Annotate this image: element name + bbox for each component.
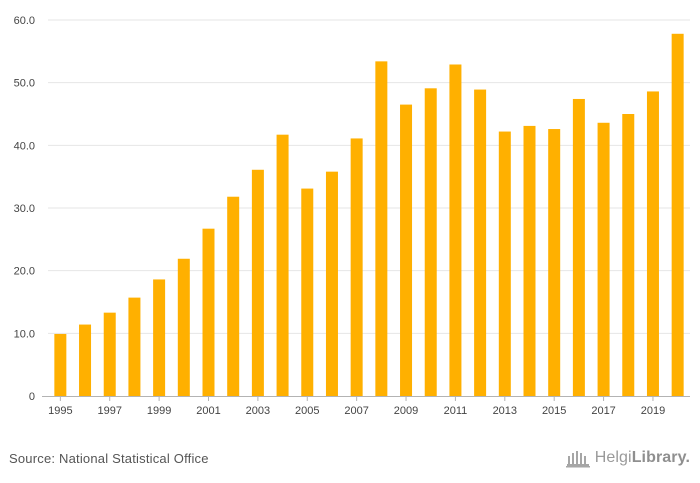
y-tick-label: 30.0 — [14, 203, 35, 215]
bar-2012[interactable] — [474, 89, 487, 396]
bar-2004[interactable] — [276, 134, 289, 396]
library-building-icon — [565, 451, 590, 468]
bar-2017[interactable] — [597, 122, 610, 397]
brand-suffix: Library. — [631, 449, 690, 466]
bar-2006[interactable] — [325, 171, 338, 396]
x-tick-label: 2007 — [344, 405, 368, 417]
y-tick-label: 40.0 — [14, 140, 35, 152]
y-tick-label: 60.0 — [14, 15, 35, 27]
bar-2016[interactable] — [572, 98, 585, 397]
x-tick-label: 2003 — [246, 405, 270, 417]
bar-1995[interactable] — [54, 333, 67, 396]
bar-1996[interactable] — [79, 324, 92, 396]
tick-labels: 0 10.0 20.0 30.0 40.0 50.0 60.0 1995 1997 1999 200… — [14, 15, 666, 417]
x-tick-label: 2017 — [591, 405, 615, 417]
source-note: Source: National Statistical Office — [9, 451, 209, 466]
x-tick-label: 2013 — [493, 405, 517, 417]
bar-2009[interactable] — [400, 104, 413, 396]
bar-2013[interactable] — [498, 131, 511, 396]
x-tick-label: 1995 — [48, 405, 72, 417]
bar-2011[interactable] — [449, 64, 462, 396]
bar-2002[interactable] — [227, 196, 240, 396]
bar-2005[interactable] — [301, 188, 314, 396]
brand-prefix: Helgi — [594, 449, 632, 466]
x-tick-label: 2015 — [542, 405, 566, 417]
x-tick-label: 2001 — [196, 405, 220, 417]
brand-name: HelgiLibrary. — [595, 449, 690, 467]
bar-1999[interactable] — [153, 279, 166, 396]
y-tick-label: 10.0 — [14, 328, 35, 340]
x-tick-label: 2009 — [394, 405, 418, 417]
bar-2008[interactable] — [375, 61, 388, 397]
y-tick-label: 0 — [29, 391, 35, 403]
x-tick-label: 1997 — [97, 405, 121, 417]
x-tick-label: 2019 — [641, 405, 665, 417]
bar-2007[interactable] — [350, 138, 363, 396]
bars — [54, 33, 684, 397]
axes — [42, 396, 690, 401]
brand-logo[interactable]: HelgiLibrary. — [565, 448, 690, 468]
bar-2000[interactable] — [177, 258, 190, 396]
y-tick-label: 50.0 — [14, 78, 35, 90]
bar-2001[interactable] — [202, 228, 215, 396]
gridlines — [48, 19, 690, 334]
bar-2014[interactable] — [523, 125, 536, 396]
bar-1998[interactable] — [128, 297, 141, 396]
x-tick-label: 2005 — [295, 405, 319, 417]
x-tick-label: 2011 — [444, 405, 468, 417]
bar-2020[interactable] — [671, 33, 684, 396]
bar-1997[interactable] — [103, 312, 116, 396]
x-tick-label: 1999 — [147, 405, 171, 417]
bar-2003[interactable] — [251, 169, 264, 396]
bar-2010[interactable] — [424, 88, 437, 396]
y-tick-label: 20.0 — [14, 266, 35, 278]
bar-2015[interactable] — [548, 129, 561, 397]
bar-2019[interactable] — [646, 91, 659, 396]
bar-2018[interactable] — [622, 114, 635, 396]
